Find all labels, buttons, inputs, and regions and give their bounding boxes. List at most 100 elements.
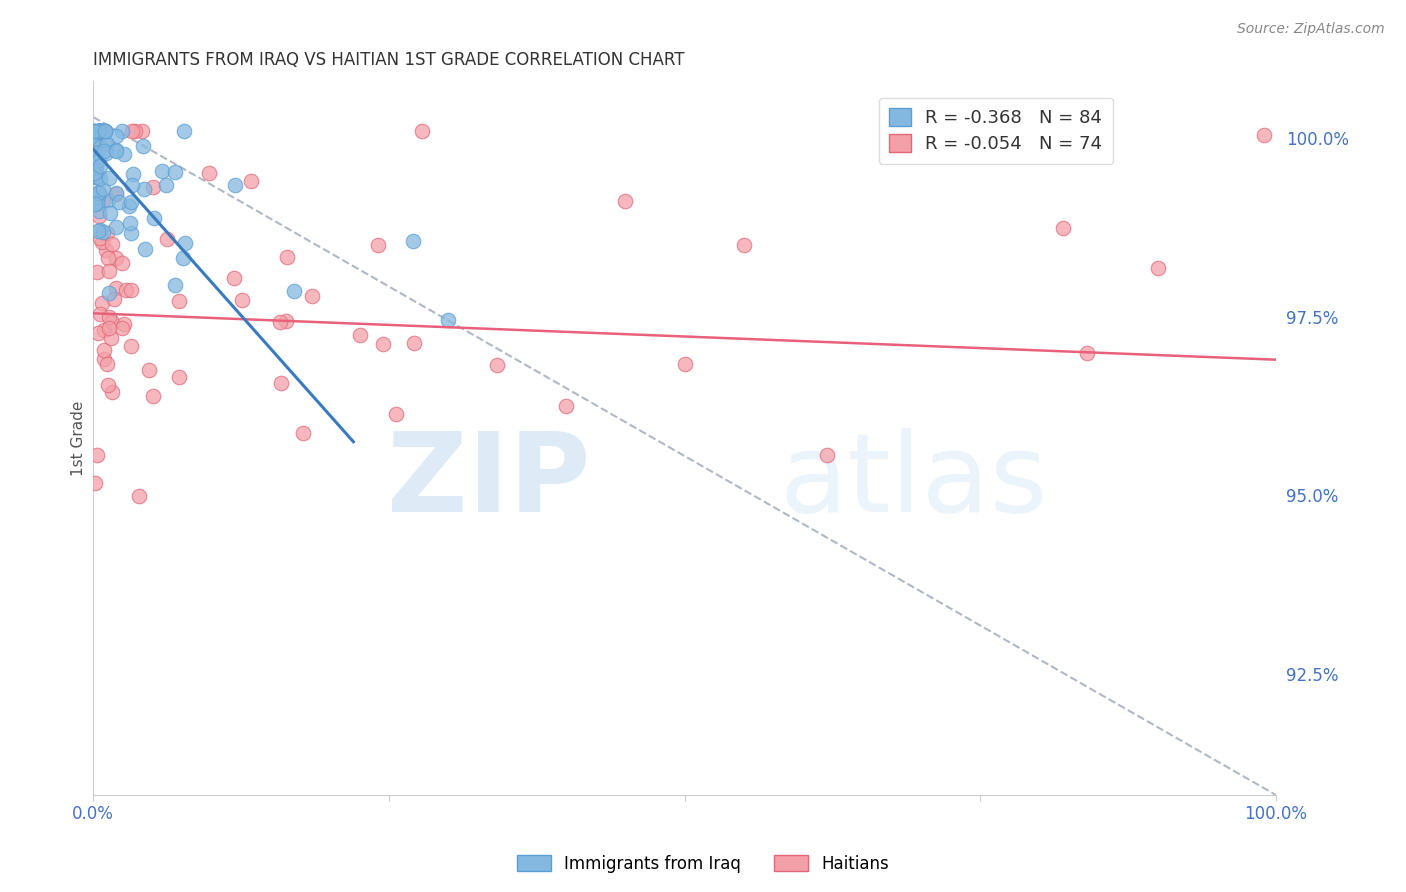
Point — [163, 277, 186, 292]
Point — [411, 124, 433, 138]
Point — [83, 169, 105, 184]
Point — [131, 124, 153, 138]
Point — [107, 195, 129, 210]
Point — [614, 194, 637, 208]
Point — [87, 203, 110, 218]
Point — [96, 357, 118, 371]
Point — [1076, 346, 1098, 360]
Point — [118, 199, 141, 213]
Text: ZIP: ZIP — [387, 427, 591, 534]
Point — [89, 160, 111, 174]
Point — [83, 137, 105, 152]
Point — [120, 226, 142, 240]
Point — [83, 124, 105, 138]
Point — [89, 307, 111, 321]
Point — [143, 211, 166, 225]
Point — [86, 326, 108, 340]
Point — [104, 129, 127, 144]
Point — [402, 336, 425, 351]
Point — [124, 124, 146, 138]
Point — [97, 321, 120, 335]
Point — [122, 167, 145, 181]
Point — [89, 140, 111, 154]
Point — [89, 124, 111, 138]
Point — [84, 196, 107, 211]
Point — [98, 171, 121, 186]
Point — [270, 376, 292, 390]
Text: atlas: atlas — [779, 427, 1047, 534]
Point — [86, 149, 108, 163]
Point — [401, 234, 423, 248]
Point — [165, 164, 187, 178]
Point — [86, 170, 108, 185]
Point — [96, 136, 118, 151]
Point — [105, 187, 128, 202]
Point — [111, 321, 134, 335]
Text: IMMIGRANTS FROM IRAQ VS HAITIAN 1ST GRADE CORRELATION CHART: IMMIGRANTS FROM IRAQ VS HAITIAN 1ST GRAD… — [93, 51, 685, 69]
Point — [437, 312, 460, 326]
Point — [91, 182, 114, 196]
Point — [89, 186, 111, 200]
Point — [87, 124, 110, 138]
Point — [673, 357, 696, 371]
Point — [94, 124, 117, 138]
Point — [120, 194, 142, 209]
Point — [97, 264, 120, 278]
Point — [87, 224, 110, 238]
Point — [291, 425, 314, 440]
Point — [83, 166, 105, 180]
Point — [96, 193, 118, 207]
Point — [93, 323, 115, 337]
Point — [86, 124, 108, 138]
Point — [120, 339, 142, 353]
Point — [101, 384, 124, 399]
Point — [114, 283, 136, 297]
Point — [1052, 220, 1074, 235]
Point — [84, 160, 107, 174]
Point — [134, 242, 156, 256]
Point — [283, 284, 305, 298]
Point — [86, 265, 108, 279]
Point — [128, 490, 150, 504]
Point — [156, 232, 179, 246]
Point — [367, 237, 389, 252]
Point — [118, 216, 141, 230]
Point — [97, 285, 120, 300]
Legend: R = -0.368   N = 84, R = -0.054   N = 74: R = -0.368 N = 84, R = -0.054 N = 74 — [879, 97, 1114, 164]
Point — [97, 251, 120, 265]
Point — [86, 190, 108, 204]
Point — [94, 124, 117, 138]
Point — [105, 252, 128, 266]
Point — [93, 351, 115, 366]
Point — [83, 124, 105, 138]
Point — [110, 124, 132, 138]
Point — [84, 163, 107, 178]
Point — [276, 314, 298, 328]
Point — [93, 144, 115, 158]
Point — [142, 389, 165, 403]
Point — [90, 235, 112, 249]
Text: Source: ZipAtlas.com: Source: ZipAtlas.com — [1237, 22, 1385, 37]
Point — [121, 124, 143, 138]
Point — [96, 226, 118, 240]
Point — [100, 236, 122, 251]
Point — [172, 251, 194, 265]
Point — [84, 190, 107, 204]
Y-axis label: 1st Grade: 1st Grade — [72, 401, 86, 476]
Point — [815, 449, 838, 463]
Point — [100, 205, 122, 219]
Point — [89, 230, 111, 244]
Point — [94, 124, 117, 138]
Point — [89, 124, 111, 138]
Point — [100, 315, 122, 329]
Point — [91, 225, 114, 239]
Point — [98, 310, 121, 325]
Point — [485, 358, 508, 372]
Point — [104, 186, 127, 200]
Point — [301, 289, 323, 303]
Point — [83, 191, 105, 205]
Point — [105, 219, 128, 234]
Point — [104, 144, 127, 158]
Point — [87, 153, 110, 167]
Point — [173, 124, 195, 138]
